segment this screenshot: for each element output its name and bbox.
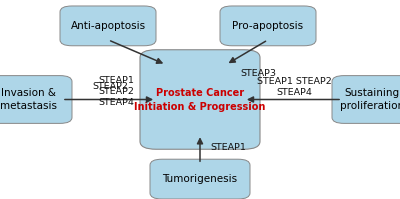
Text: Prostate Cancer
Initiation & Progression: Prostate Cancer Initiation & Progression [134, 88, 266, 111]
FancyBboxPatch shape [150, 159, 250, 199]
Text: Pro-apoptosis: Pro-apoptosis [232, 21, 304, 31]
Text: STEAP1
STEAP2
STEAP4: STEAP1 STEAP2 STEAP4 [98, 76, 134, 107]
FancyBboxPatch shape [220, 6, 316, 46]
Text: Anti-apoptosis: Anti-apoptosis [70, 21, 146, 31]
Text: STEAP1: STEAP1 [210, 143, 246, 152]
Text: STEAP2: STEAP2 [92, 82, 128, 91]
FancyBboxPatch shape [60, 6, 156, 46]
Text: Invasion &
metastasis: Invasion & metastasis [0, 88, 56, 111]
Text: STEAP3: STEAP3 [240, 69, 276, 78]
Text: Sustaining
proliferation: Sustaining proliferation [340, 88, 400, 111]
FancyBboxPatch shape [140, 50, 260, 149]
Text: Tumorigenesis: Tumorigenesis [162, 174, 238, 184]
FancyBboxPatch shape [0, 76, 72, 123]
Text: STEAP1 STEAP2
STEAP4: STEAP1 STEAP2 STEAP4 [257, 76, 331, 97]
FancyBboxPatch shape [332, 76, 400, 123]
